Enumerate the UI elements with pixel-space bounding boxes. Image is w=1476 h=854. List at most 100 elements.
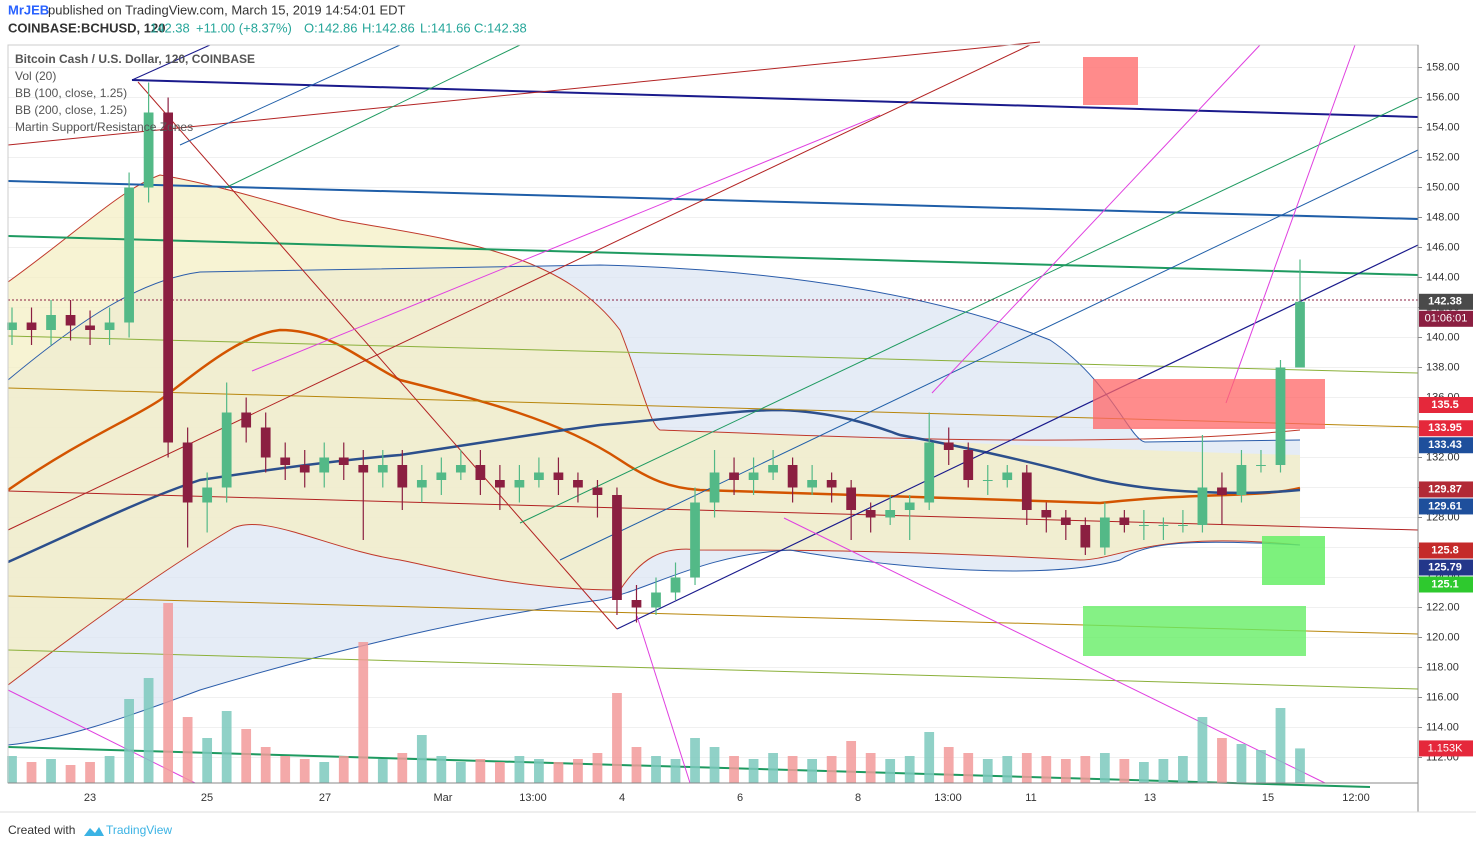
candle-body — [1021, 472, 1032, 510]
candle-body — [612, 495, 622, 600]
volume-bar — [1295, 748, 1305, 783]
support-zone — [1262, 536, 1325, 585]
arrow — [931, 44, 1261, 394]
price-marker — [1419, 437, 1473, 454]
author[interactable]: MrJEB — [8, 2, 49, 17]
y-tick-label: 132.00 — [1426, 451, 1460, 463]
x-tick-label: 13:00 — [519, 792, 547, 804]
candle-body — [143, 112, 154, 188]
volume-bar — [46, 759, 56, 783]
volume-bar — [299, 759, 310, 783]
y-tick-label: 146.00 — [1426, 241, 1460, 253]
volume-bar — [241, 729, 252, 783]
volume-bar — [592, 753, 603, 783]
trend-line — [616, 244, 1419, 630]
candle-body — [1178, 525, 1188, 526]
price-marker-label: 125.79 — [1428, 561, 1462, 573]
candle-body — [280, 457, 291, 465]
trend-line — [7, 44, 1031, 531]
volume-bar — [104, 756, 115, 783]
candle-body — [534, 472, 544, 480]
candle-body — [729, 472, 739, 480]
candle-body — [1119, 517, 1130, 525]
volume-bar — [455, 762, 466, 783]
x-tick-label: 11 — [1025, 792, 1036, 804]
price-marker-label: 133.43 — [1428, 439, 1462, 451]
y-tick-label: 114.00 — [1426, 721, 1459, 733]
candle-body — [163, 112, 173, 443]
candle-body — [982, 480, 993, 481]
volume-bar — [612, 693, 622, 783]
tradingview-logo[interactable] — [84, 827, 104, 836]
ohlc-close: C:142.38 — [474, 20, 527, 35]
candle-body — [709, 472, 720, 503]
volume-bar — [514, 756, 525, 783]
ohlc-open: O:142.86 — [304, 20, 358, 35]
countdown-box — [1419, 310, 1473, 327]
price-marker-label: 133.95 — [1428, 422, 1462, 434]
bb200-basis — [7, 408, 1301, 564]
volume-bar — [124, 699, 134, 783]
symbol: COINBASE:BCHUSD, 120 — [8, 20, 165, 35]
price-marker — [1419, 481, 1473, 498]
candle-body — [7, 322, 17, 330]
trend-line — [131, 79, 1419, 118]
candle-body — [1236, 465, 1247, 495]
volume-bar — [221, 711, 232, 783]
arrow — [636, 615, 691, 784]
candle-body — [416, 480, 427, 488]
x-tick-label: 25 — [201, 792, 213, 804]
volume-bar — [885, 759, 896, 783]
volume-bar — [143, 678, 154, 783]
volume-bar — [416, 735, 427, 783]
volume-bar — [943, 747, 954, 783]
y-tick-label: 138.00 — [1426, 361, 1460, 373]
volume-bar — [924, 732, 935, 783]
volume-bar — [1236, 744, 1247, 783]
candle-body — [182, 442, 193, 503]
volume-bar — [982, 759, 993, 783]
candle-body — [495, 480, 505, 488]
volume-bar — [1275, 708, 1286, 783]
x-tick-label: 6 — [737, 792, 743, 804]
candle-body — [397, 465, 408, 488]
candle-body — [241, 412, 252, 428]
volume-bar — [338, 756, 349, 783]
candle-body — [104, 322, 115, 330]
y-tick-label: 158.00 — [1426, 61, 1460, 73]
x-tick-label: 4 — [619, 792, 625, 804]
volume-bar — [65, 765, 76, 783]
price-marker-label: 125.1 — [1431, 578, 1459, 590]
price-marker — [1419, 420, 1473, 437]
trend-line — [559, 149, 1419, 561]
trend-line — [519, 97, 1419, 524]
price-marker-label: 142.38 — [1428, 296, 1462, 308]
candle-body — [1275, 367, 1286, 465]
x-tick-label: 13:00 — [934, 792, 962, 804]
volume-bar — [85, 762, 95, 783]
trend-line — [7, 180, 1419, 220]
footer-brand[interactable]: TradingView — [106, 823, 172, 837]
candle-body — [1217, 487, 1227, 495]
volume-bar — [202, 738, 213, 783]
volume-bar — [1256, 750, 1266, 783]
candle-body — [1041, 510, 1052, 518]
candle-body — [748, 472, 759, 480]
published-info: published on TradingView.com, March 15, … — [48, 2, 406, 17]
volume-bar — [534, 759, 544, 783]
price-marker — [1419, 498, 1473, 515]
candle-body — [690, 502, 700, 578]
volume-bar — [631, 747, 642, 783]
price-marker — [1419, 542, 1473, 559]
arrow — [1225, 44, 1356, 404]
candle-body — [885, 510, 896, 518]
volume-bar — [573, 759, 583, 783]
price-marker-label: 129.87 — [1428, 483, 1462, 495]
candle-body — [514, 480, 525, 488]
x-tick-label: 12:00 — [1342, 792, 1370, 804]
volume-bar — [377, 759, 388, 783]
volume-bar — [963, 753, 974, 783]
candle-body — [1295, 301, 1305, 368]
y-tick-label: 156.00 — [1426, 91, 1460, 103]
